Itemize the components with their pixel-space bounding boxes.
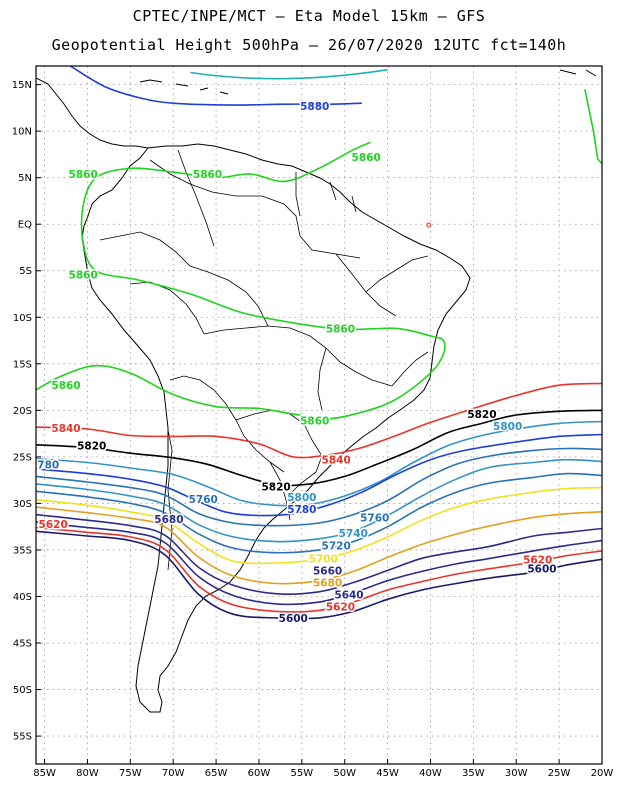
lat-tick-label: 25S [13, 452, 32, 463]
contour-label: 5640 [334, 590, 363, 602]
lat-tick-label: 5S [19, 266, 32, 277]
contour-5800 [36, 420, 602, 507]
contour-5740 [36, 458, 602, 543]
contour-label: 5620 [523, 554, 552, 566]
central-america-coastline [36, 77, 149, 149]
contour-5820 [36, 409, 602, 487]
contour-label: 5620 [39, 519, 68, 531]
contour-label: 5800 [493, 421, 522, 433]
chart-subtitle: Geopotential Height 500hPa – 26/07/2020 … [51, 36, 567, 54]
contour-label: 5680 [313, 578, 342, 590]
contour-label: 5860 [352, 152, 381, 164]
lon-tick-label: 50W [333, 768, 356, 779]
contour-label: 5880 [300, 101, 329, 113]
contour-5780 [36, 433, 602, 517]
contour-label: 5600 [527, 564, 556, 576]
lon-tick-label: 65W [205, 768, 228, 779]
country-borders [99, 149, 429, 571]
longitude-ticks: 85W 80W 75W 70W 65W 60W 55W 50W 45W 40W 35W 30W 25W 2… [33, 759, 613, 779]
contour-5640 [36, 521, 602, 606]
contour-label: 5680 [154, 514, 183, 526]
contour-5660 [36, 513, 602, 595]
lon-tick-label: 25W [548, 768, 571, 779]
lat-tick-label: 20S [13, 406, 32, 417]
lat-tick-label: 15S [13, 359, 32, 370]
lon-tick-label: 75W [119, 768, 142, 779]
contour-5760 [36, 447, 602, 527]
lon-tick-label: 45W [376, 768, 399, 779]
contour-label: 5800 [287, 492, 316, 504]
coastlines-and-borders [36, 69, 597, 713]
lat-tick-label: 10S [13, 313, 32, 324]
contour-label: 5740 [339, 528, 368, 540]
contour-fragment-cyan [190, 68, 388, 80]
contour-label: 5760 [360, 512, 389, 524]
lat-tick-label: 35S [13, 545, 32, 556]
contour-label: 5660 [313, 565, 342, 577]
lon-tick-label: 20W [591, 768, 614, 779]
contour-label: 5860 [69, 269, 98, 281]
contour-label: 5820 [262, 482, 291, 494]
lat-tick-label: 40S [13, 592, 32, 603]
small-closed-contour [426, 222, 432, 228]
caribbean-islands [139, 69, 597, 95]
contour-label: 5860 [193, 169, 222, 181]
contour-label: 5860 [300, 416, 329, 428]
lon-tick-label: 40W [419, 768, 442, 779]
contour-label: 5860 [51, 380, 80, 392]
lat-tick-label: 15N [12, 80, 32, 91]
lon-tick-label: 70W [162, 768, 185, 779]
contour-label: 5840 [322, 455, 351, 467]
latitude-ticks: 15N 10N 5N EQ 5S 10S 15S 20S 25S 30S 35S 40S 45S 50S 5… [12, 80, 41, 743]
contour-label: 5840 [51, 423, 80, 435]
lon-tick-label: 30W [505, 768, 528, 779]
contour-label: 5700 [309, 553, 338, 565]
contour-5860 [36, 141, 446, 420]
lon-tick-label: 85W [33, 768, 56, 779]
contour-5720 [36, 472, 602, 554]
contour-label: 5820 [467, 409, 496, 421]
contour-labels: 5880586058405820580057805760574057205700… [30, 100, 558, 627]
contour-5620 [36, 526, 602, 613]
contour-label: 5620 [326, 602, 355, 614]
chart-title: CPTEC/INPE/MCT – Eta Model 15km – GFS [132, 7, 486, 25]
contour-lines [36, 66, 602, 620]
contour-label: 5720 [322, 540, 351, 552]
lat-tick-label: 50S [13, 685, 32, 696]
lon-tick-label: 35W [462, 768, 485, 779]
lat-tick-label: 30S [13, 499, 32, 510]
south-america-coastline [81, 143, 471, 713]
contour-5700 [36, 486, 602, 565]
map-frame [35, 65, 603, 765]
contour-label: 5860 [326, 323, 355, 335]
contour-5600 [36, 530, 602, 620]
lat-tick-label: 45S [13, 639, 32, 650]
contour-label: 5780 [287, 504, 316, 516]
lon-tick-label: 60W [248, 768, 271, 779]
lat-tick-label: 55S [13, 732, 32, 743]
contour-fragment-green [584, 89, 602, 165]
contour-label: 5820 [77, 441, 106, 453]
contour-5680 [36, 506, 602, 585]
lat-tick-label: 10N [12, 127, 32, 138]
contour-label: 5760 [189, 494, 218, 506]
contour-label: 5600 [279, 613, 308, 625]
contour-5840 [36, 382, 602, 459]
contour-label: 5860 [69, 169, 98, 181]
lat-tick-label: EQ [18, 220, 32, 231]
lon-tick-label: 55W [291, 768, 314, 779]
lat-tick-label: 5N [18, 173, 32, 184]
lon-tick-label: 80W [76, 768, 99, 779]
contour-label: 5780 [30, 459, 59, 471]
contour-5880 [69, 66, 362, 106]
